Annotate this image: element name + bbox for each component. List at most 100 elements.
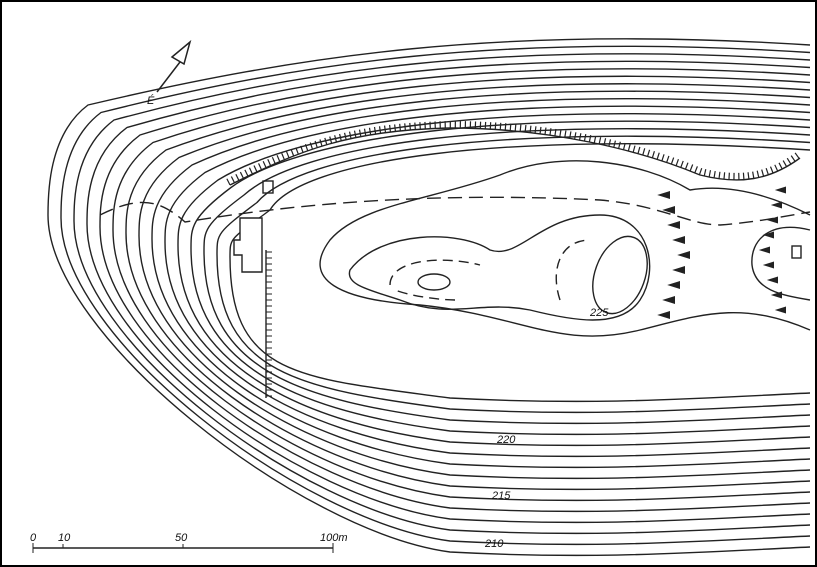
contour	[164, 105, 811, 458]
triangle	[762, 231, 774, 239]
hachure	[613, 140, 616, 148]
hachure	[373, 126, 377, 135]
contour	[319, 160, 811, 337]
triangle	[667, 281, 680, 289]
contour-label: 220	[496, 434, 516, 446]
triangle	[766, 216, 778, 224]
hachure	[646, 149, 651, 157]
hachure	[343, 132, 347, 140]
hachure	[383, 125, 387, 133]
contour	[203, 128, 811, 425]
hachure	[761, 169, 765, 177]
hachure	[790, 155, 796, 162]
hachure	[718, 171, 721, 179]
hachure	[694, 166, 698, 174]
hachure	[651, 151, 655, 159]
hachure	[642, 148, 646, 156]
rampart	[229, 127, 801, 186]
hachure	[627, 144, 631, 152]
hachure	[769, 166, 774, 174]
hachure	[409, 122, 411, 130]
hachure	[622, 142, 626, 150]
hachure	[295, 147, 299, 155]
hachure	[368, 127, 372, 135]
contour	[190, 120, 811, 436]
triangle	[762, 261, 774, 269]
contour	[229, 143, 811, 403]
hachure	[524, 125, 527, 133]
hachure	[281, 153, 285, 160]
hachure	[378, 126, 382, 134]
hachure	[235, 174, 240, 181]
hachure	[713, 170, 716, 179]
hachure	[618, 141, 621, 149]
hachure	[324, 137, 328, 145]
contour	[60, 45, 811, 546]
contour-label: 210	[484, 538, 504, 550]
hachure	[389, 124, 392, 132]
hachure	[314, 140, 318, 148]
hachure	[564, 130, 567, 138]
contour	[417, 273, 451, 291]
contour	[73, 53, 811, 535]
hachure	[559, 129, 562, 137]
hachure	[363, 128, 367, 136]
hachure	[794, 152, 800, 159]
triangle	[657, 191, 670, 199]
hachure	[262, 161, 267, 168]
hachure	[226, 178, 231, 186]
hachure	[603, 138, 607, 146]
scale-label: 50	[175, 532, 188, 544]
contour	[47, 38, 811, 557]
triangle	[662, 296, 675, 304]
hachure	[499, 122, 502, 130]
contour-label: 225	[589, 307, 609, 319]
hachure	[708, 170, 712, 178]
contour	[138, 90, 811, 480]
triangle	[774, 186, 786, 194]
hachure	[253, 165, 258, 173]
hachure	[339, 133, 342, 141]
hachure	[404, 123, 406, 131]
contour	[177, 113, 811, 447]
contour	[151, 98, 811, 469]
hachure	[529, 125, 532, 133]
hachure	[519, 124, 522, 132]
hachure	[258, 163, 263, 171]
hachure	[684, 162, 689, 170]
triangle	[672, 266, 685, 274]
triangle	[770, 291, 782, 299]
building	[791, 245, 802, 259]
triangle	[677, 251, 690, 259]
hachure	[394, 124, 397, 132]
contour	[125, 83, 811, 491]
contour-label: 215	[491, 490, 511, 502]
triangle	[662, 206, 675, 214]
hachures	[266, 251, 272, 397]
hachure	[588, 135, 592, 143]
hachure	[583, 134, 587, 142]
hachure	[723, 172, 726, 180]
hachure	[742, 172, 745, 180]
hachure	[267, 158, 272, 166]
hachure	[353, 130, 357, 138]
scale-label: 0	[30, 532, 37, 544]
scale-bar: 0 10 50 100m	[30, 532, 348, 553]
hachure	[578, 133, 582, 141]
hachure	[661, 154, 665, 162]
hachure	[244, 169, 249, 177]
contour	[348, 214, 651, 321]
hachure	[248, 167, 253, 175]
contour	[592, 235, 648, 315]
hachure	[593, 136, 597, 144]
hachure	[539, 126, 542, 134]
scale-label: 10	[58, 532, 71, 544]
building	[233, 217, 263, 273]
hachure	[569, 131, 572, 139]
hachure	[544, 127, 547, 135]
ditch-triangles	[657, 186, 786, 319]
hachure	[399, 123, 401, 131]
contour	[389, 239, 591, 301]
